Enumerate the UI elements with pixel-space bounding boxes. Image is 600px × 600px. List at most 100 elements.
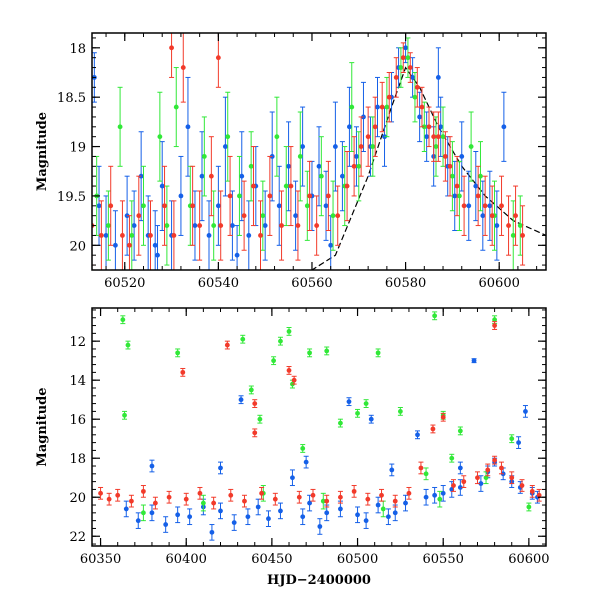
point-marker [246,233,252,238]
data-point [209,524,215,541]
data-point [245,508,251,526]
data-point [98,486,104,500]
data-point [175,506,181,524]
point-marker [238,397,244,403]
data-point [384,76,390,138]
point-marker [218,223,224,228]
point-marker [492,317,498,323]
data-point [457,479,463,496]
point-marker [173,104,179,110]
data-point [442,131,448,182]
data-point [494,190,500,261]
point-marker [259,490,265,496]
y-tick-label: 20 [69,491,86,506]
data-point [317,518,323,535]
y-tick-label: 18 [69,42,86,57]
data-point [120,315,126,325]
data-point [98,200,104,270]
data-point [529,485,535,498]
data-point [452,160,458,231]
series-2 [94,37,523,270]
point-marker [440,134,446,140]
point-marker [225,134,231,140]
data-point [392,504,398,522]
point-marker [300,514,306,520]
data-point [162,165,168,246]
x-tick-label: 60580 [385,276,426,291]
point-marker [316,163,322,169]
point-marker [338,420,343,426]
point-marker [435,134,441,140]
data-point [459,121,465,192]
data-point [454,155,460,217]
point-marker [397,408,403,414]
data-point [262,190,268,261]
y-tick-label: 19.5 [57,190,86,205]
point-marker [375,502,381,508]
data-point [187,508,193,526]
data-point [112,210,118,270]
point-marker [529,488,535,494]
data-point [389,463,395,477]
data-point [218,190,224,261]
point-marker [449,173,455,179]
data-point [522,405,528,418]
data-point [432,486,438,504]
point-marker [239,173,245,179]
data-point [277,336,283,346]
data-point [279,190,285,261]
data-point [260,180,266,251]
point-marker [307,193,313,199]
point-marker [300,446,306,451]
data-point [363,512,369,529]
y-tick-label: 18 [69,452,86,467]
series-1 [123,358,540,541]
data-point [288,146,294,227]
point-marker [398,65,404,70]
point-marker [252,430,258,436]
data-point [405,37,411,78]
point-marker [478,173,483,179]
data-point [423,488,429,506]
data-point [222,96,228,197]
x-axis-title: HJD−2400000 [267,573,371,588]
data-point [201,116,207,197]
data-point [435,111,441,162]
point-marker [365,134,371,140]
data-point [368,414,374,424]
data-point [300,508,306,526]
data-point [173,67,179,148]
point-marker [372,124,378,130]
point-marker [141,203,146,209]
series-3 [92,33,526,270]
point-marker [358,144,364,149]
point-marker [297,154,303,159]
point-marker [224,342,230,348]
point-marker [122,412,127,418]
x-tick-label: 60600 [508,552,549,567]
data-point [449,141,455,212]
point-marker [499,465,504,471]
point-marker [526,504,532,510]
point-marker [260,213,266,219]
data-point [300,106,306,187]
data-point [241,180,247,251]
point-marker [447,163,453,169]
point-marker [199,173,205,179]
point-marker [499,203,504,209]
data-point [128,494,134,508]
point-marker [248,163,254,169]
point-marker [197,223,203,228]
data-point [349,62,355,152]
point-marker [135,518,141,524]
point-marker [355,410,360,416]
point-marker [307,500,312,506]
point-marker [509,475,515,481]
point-marker [449,455,455,461]
data-point [283,146,289,227]
point-marker [509,436,515,442]
point-marker [365,496,371,502]
data-point [225,91,231,182]
point-marker [262,223,268,228]
data-point [456,160,462,231]
